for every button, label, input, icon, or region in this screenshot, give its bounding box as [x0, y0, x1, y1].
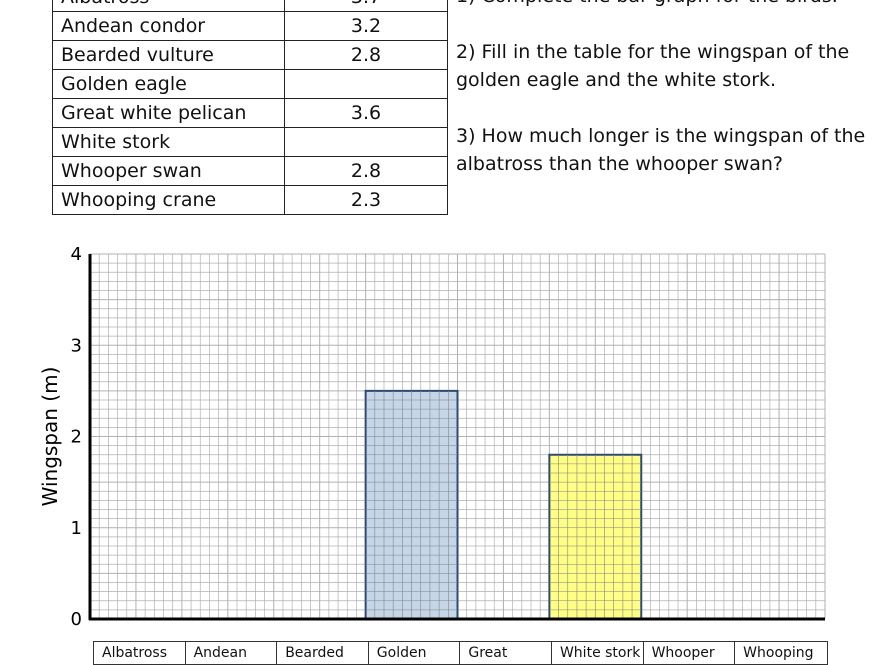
bird-name-cell: Whooping crane: [52, 185, 285, 215]
table-row: Golden eagle: [52, 69, 448, 99]
y-axis-label: Wingspan (m): [38, 367, 62, 507]
y-tick-label: 1: [71, 518, 82, 539]
y-tick-label: 3: [71, 335, 82, 356]
bird-name-cell: Whooper swan: [52, 156, 285, 186]
y-tick-label: 4: [71, 244, 82, 265]
table-row: White stork: [52, 127, 448, 157]
category-label: Andean: [186, 642, 278, 664]
category-label: Whooping: [743, 645, 814, 661]
y-tick-label: 0: [71, 609, 82, 630]
table-row: Albatross3.7: [52, 0, 448, 12]
wingspan-value-cell: 2.3: [284, 185, 448, 215]
bird-name-cell: White stork: [52, 127, 285, 157]
category-label: White stork: [552, 642, 644, 664]
question-1: 1) Complete the bar graph for the birds.: [456, 0, 880, 10]
category-label: Great: [460, 642, 552, 664]
table-row: Whooper swan 2.8: [52, 156, 448, 186]
table-row: Whooping crane 2.3: [52, 185, 448, 215]
wingspan-value-cell: 2.8: [284, 40, 448, 70]
category-label-row: Albatross Andean Bearded Golden Great White s…: [93, 641, 828, 665]
wingspan-value-cell: 2.8: [284, 156, 448, 186]
table-row: Andean condor 3.2: [52, 11, 448, 41]
bird-name-cell: Bearded vulture: [52, 40, 285, 70]
question-2: 2) Fill in the table for the wingspan of…: [456, 41, 850, 91]
wingspan-value-cell: 3.6: [284, 98, 448, 128]
category-label: Whooper: [644, 642, 736, 664]
y-tick-label: 2: [71, 427, 82, 448]
wingspan-value-cell: [284, 69, 448, 99]
bird-name-cell: Andean condor: [52, 11, 285, 41]
question-3: 3) How much longer is the wingspan of th…: [456, 125, 866, 175]
table-row: Bearded vulture 2.8: [52, 40, 448, 70]
category-label: Albatross: [94, 642, 186, 664]
category-label: Golden: [369, 642, 461, 664]
questions: 1) Complete the bar graph for the birds.…: [456, 0, 880, 206]
category-label: Bearded: [277, 642, 369, 664]
bird-name-cell: Golden eagle: [52, 69, 285, 99]
